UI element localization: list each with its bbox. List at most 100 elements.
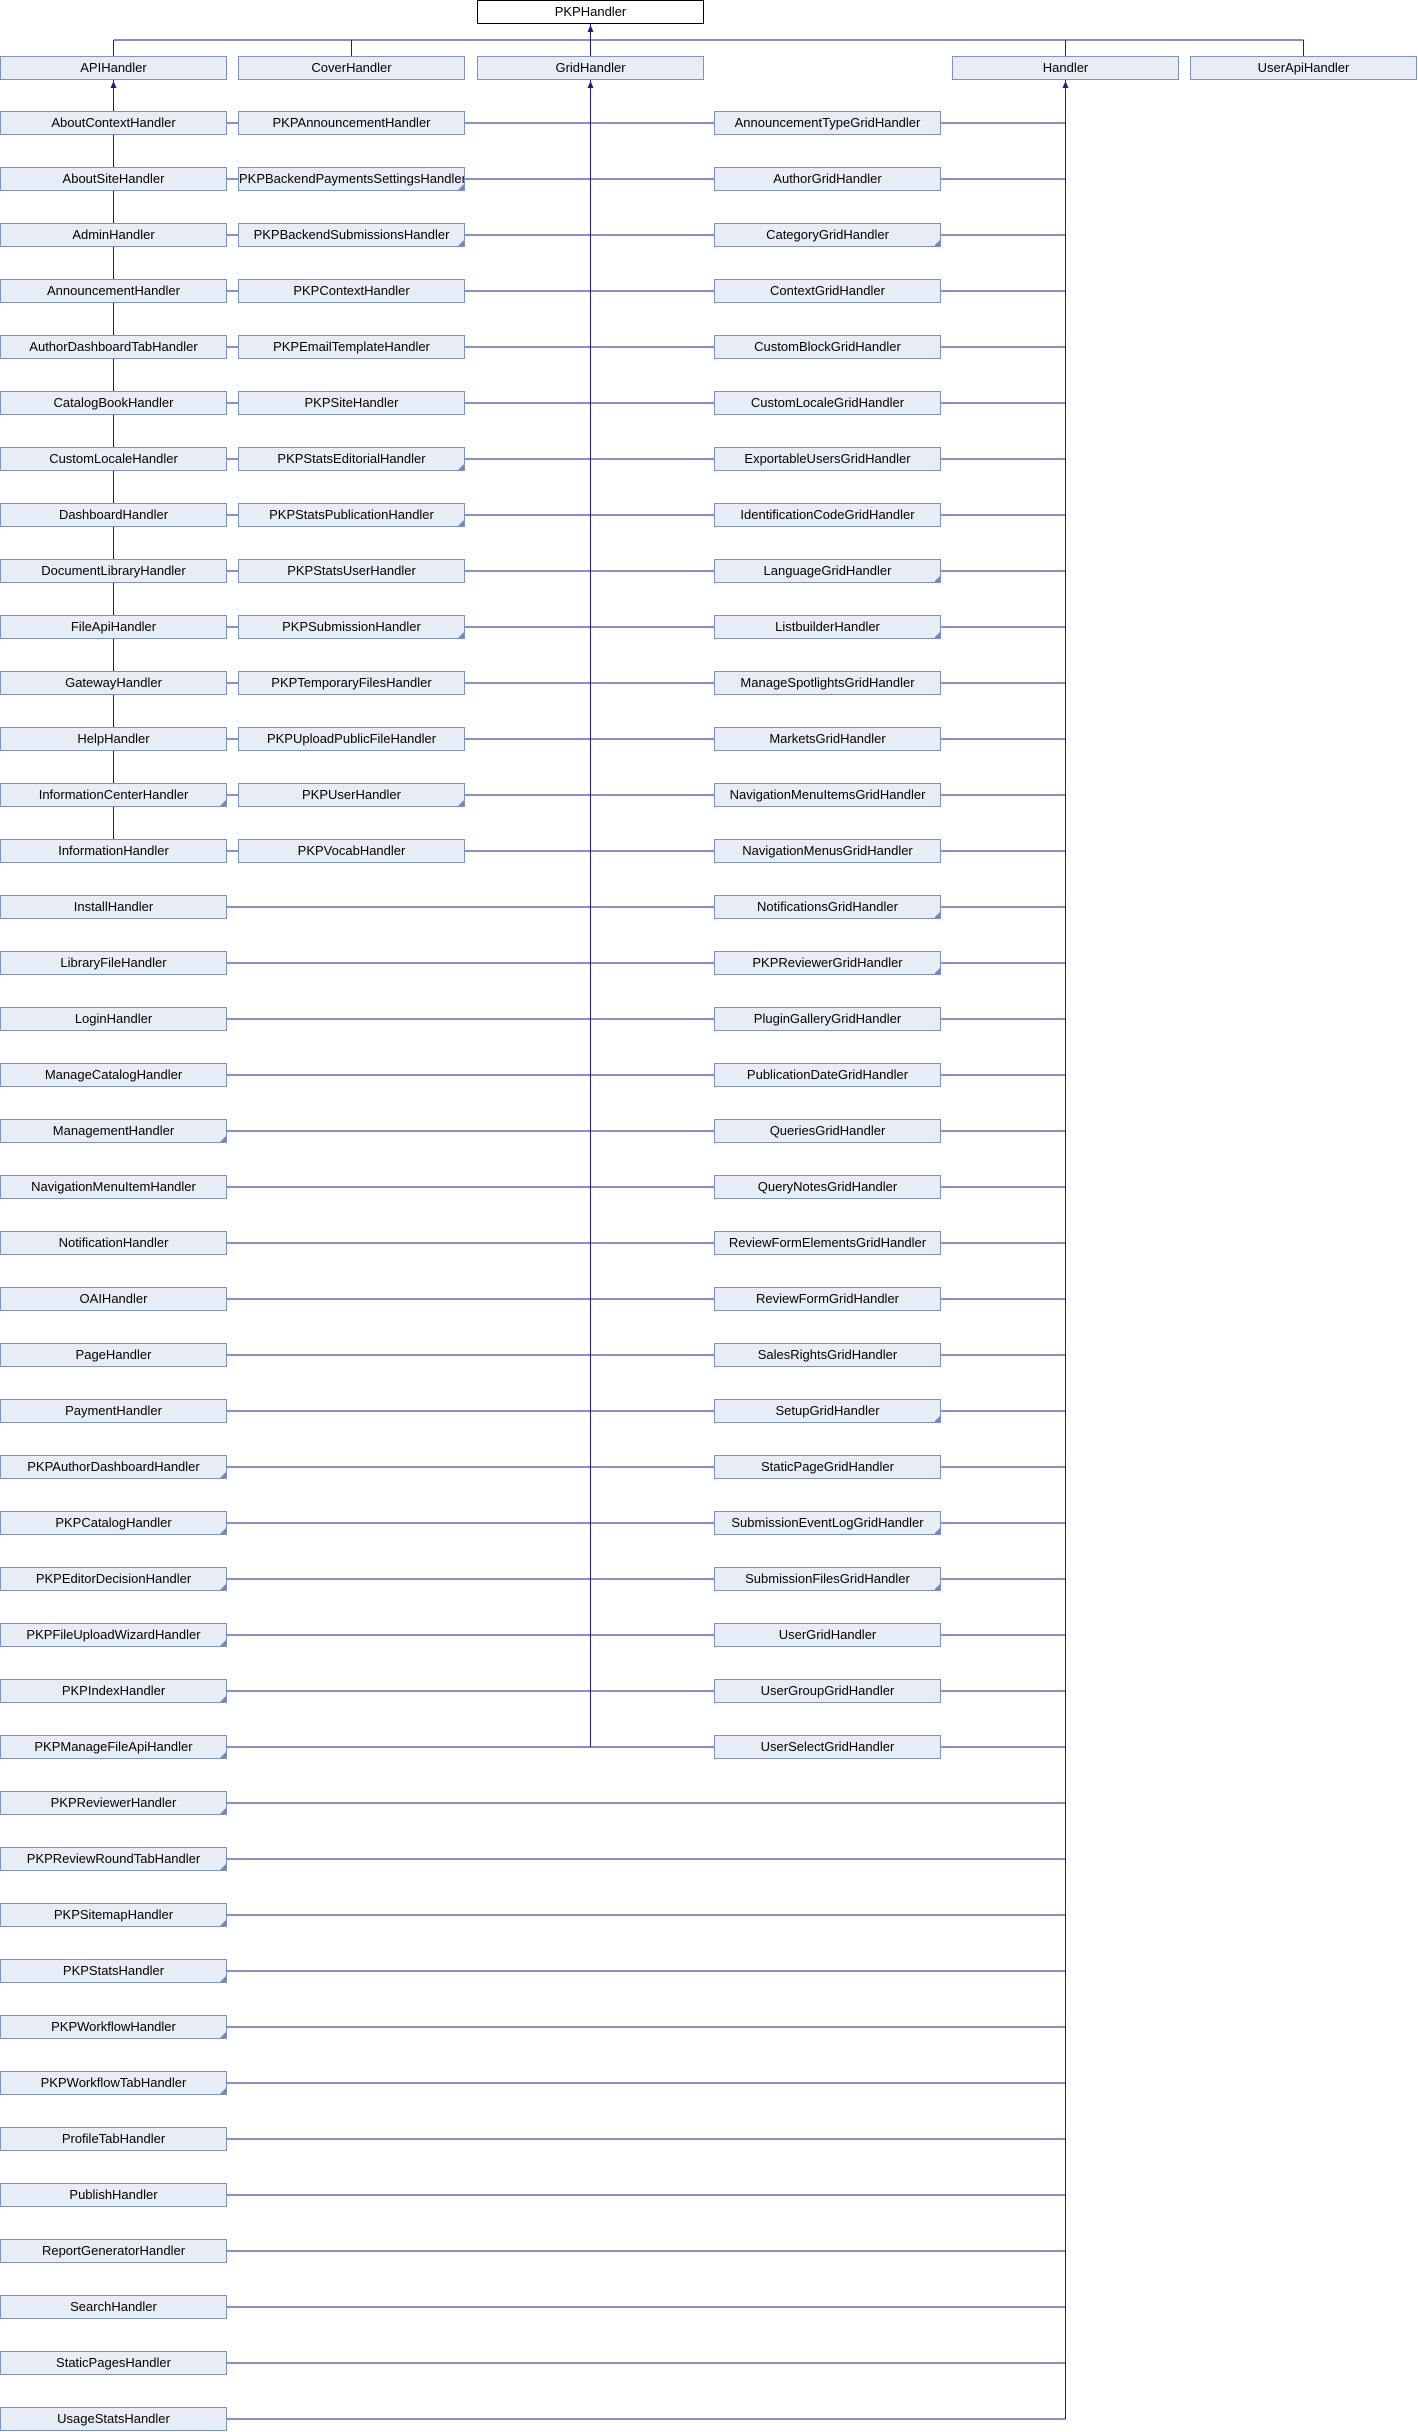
class-box-category-grid-handler[interactable]: CategoryGridHandler [714, 223, 941, 247]
class-box-information-handler[interactable]: InformationHandler [0, 839, 227, 863]
class-box-management-handler[interactable]: ManagementHandler [0, 1119, 227, 1143]
class-box-pkpstats-handler[interactable]: PKPStatsHandler [0, 1959, 227, 1983]
class-box-user-group-grid-handler[interactable]: UserGroupGridHandler [714, 1679, 941, 1703]
class-box-pkpworkflow-tab-handler[interactable]: PKPWorkflowTabHandler [0, 2071, 227, 2095]
class-box-about-site-handler[interactable]: AboutSiteHandler [0, 167, 227, 191]
class-box-custom-locale-handler[interactable]: CustomLocaleHandler [0, 447, 227, 471]
class-box-pkpbackend-submissions-handler[interactable]: PKPBackendSubmissionsHandler [238, 223, 465, 247]
collapsed-children-indicator-icon [458, 632, 464, 638]
class-box-usage-stats-handler[interactable]: UsageStatsHandler [0, 2407, 227, 2431]
class-box-pkpbackend-payments-settings-handler[interactable]: PKPBackendPaymentsSettingsHandler [238, 167, 465, 191]
class-box-dashboard-handler[interactable]: DashboardHandler [0, 503, 227, 527]
class-box-custom-block-grid-handler[interactable]: CustomBlockGridHandler [714, 335, 941, 359]
class-box-pkpreviewer-handler[interactable]: PKPReviewerHandler [0, 1791, 227, 1815]
class-box-query-notes-grid-handler[interactable]: QueryNotesGridHandler [714, 1175, 941, 1199]
class-name: Handler [1042, 60, 1089, 75]
class-name: ManagementHandler [52, 1123, 175, 1138]
class-box-pkpindex-handler[interactable]: PKPIndexHandler [0, 1679, 227, 1703]
class-box-pkpannouncement-handler[interactable]: PKPAnnouncementHandler [238, 111, 465, 135]
class-box-page-handler[interactable]: PageHandler [0, 1343, 227, 1367]
class-box-pkpemail-template-handler[interactable]: PKPEmailTemplateHandler [238, 335, 465, 359]
class-box-pkpuser-handler[interactable]: PKPUserHandler [238, 783, 465, 807]
class-box-pkpsite-handler[interactable]: PKPSiteHandler [238, 391, 465, 415]
class-box-announcement-type-grid-handler[interactable]: AnnouncementTypeGridHandler [714, 111, 941, 135]
class-box-pkphandler[interactable]: PKPHandler [477, 0, 704, 24]
class-box-pkpworkflow-handler[interactable]: PKPWorkflowHandler [0, 2015, 227, 2039]
class-name: LanguageGridHandler [763, 563, 892, 578]
class-box-manage-spotlights-grid-handler[interactable]: ManageSpotlightsGridHandler [714, 671, 941, 695]
class-box-pkpcontext-handler[interactable]: PKPContextHandler [238, 279, 465, 303]
class-box-publish-handler[interactable]: PublishHandler [0, 2183, 227, 2207]
class-box-user-api-handler[interactable]: UserApiHandler [1190, 56, 1417, 80]
class-box-information-center-handler[interactable]: InformationCenterHandler [0, 783, 227, 807]
class-box-handler[interactable]: Handler [952, 56, 1179, 80]
class-box-pkpauthor-dashboard-handler[interactable]: PKPAuthorDashboardHandler [0, 1455, 227, 1479]
class-box-review-form-grid-handler[interactable]: ReviewFormGridHandler [714, 1287, 941, 1311]
class-box-announcement-handler[interactable]: AnnouncementHandler [0, 279, 227, 303]
class-box-oaihandler[interactable]: OAIHandler [0, 1287, 227, 1311]
class-box-navigation-menus-grid-handler[interactable]: NavigationMenusGridHandler [714, 839, 941, 863]
class-box-help-handler[interactable]: HelpHandler [0, 727, 227, 751]
class-box-pkpeditor-decision-handler[interactable]: PKPEditorDecisionHandler [0, 1567, 227, 1591]
class-box-about-context-handler[interactable]: AboutContextHandler [0, 111, 227, 135]
class-box-review-form-elements-grid-handler[interactable]: ReviewFormElementsGridHandler [714, 1231, 941, 1255]
class-box-cover-handler[interactable]: CoverHandler [238, 56, 465, 80]
class-box-static-page-grid-handler[interactable]: StaticPageGridHandler [714, 1455, 941, 1479]
class-box-submission-event-log-grid-handler[interactable]: SubmissionEventLogGridHandler [714, 1511, 941, 1535]
class-box-author-grid-handler[interactable]: AuthorGridHandler [714, 167, 941, 191]
class-box-sales-rights-grid-handler[interactable]: SalesRightsGridHandler [714, 1343, 941, 1367]
collapsed-children-indicator-icon [934, 1584, 940, 1590]
class-box-pkpreview-round-tab-handler[interactable]: PKPReviewRoundTabHandler [0, 1847, 227, 1871]
class-name: QueriesGridHandler [769, 1123, 886, 1138]
class-box-static-pages-handler[interactable]: StaticPagesHandler [0, 2351, 227, 2375]
class-box-exportable-users-grid-handler[interactable]: ExportableUsersGridHandler [714, 447, 941, 471]
class-box-search-handler[interactable]: SearchHandler [0, 2295, 227, 2319]
class-name: StaticPagesHandler [56, 2355, 171, 2370]
class-box-report-generator-handler[interactable]: ReportGeneratorHandler [0, 2239, 227, 2263]
class-box-submission-files-grid-handler[interactable]: SubmissionFilesGridHandler [714, 1567, 941, 1591]
class-box-file-api-handler[interactable]: FileApiHandler [0, 615, 227, 639]
class-box-pkpstats-publication-handler[interactable]: PKPStatsPublicationHandler [238, 503, 465, 527]
class-box-user-select-grid-handler[interactable]: UserSelectGridHandler [714, 1735, 941, 1759]
class-box-identification-code-grid-handler[interactable]: IdentificationCodeGridHandler [714, 503, 941, 527]
class-box-pkpstats-editorial-handler[interactable]: PKPStatsEditorialHandler [238, 447, 465, 471]
class-box-pkpcatalog-handler[interactable]: PKPCatalogHandler [0, 1511, 227, 1535]
class-box-manage-catalog-handler[interactable]: ManageCatalogHandler [0, 1063, 227, 1087]
class-box-markets-grid-handler[interactable]: MarketsGridHandler [714, 727, 941, 751]
class-box-navigation-menu-item-handler[interactable]: NavigationMenuItemHandler [0, 1175, 227, 1199]
class-box-setup-grid-handler[interactable]: SetupGridHandler [714, 1399, 941, 1423]
class-box-document-library-handler[interactable]: DocumentLibraryHandler [0, 559, 227, 583]
class-box-grid-handler[interactable]: GridHandler [477, 56, 704, 80]
class-box-pkpfile-upload-wizard-handler[interactable]: PKPFileUploadWizardHandler [0, 1623, 227, 1647]
class-box-pkpvocab-handler[interactable]: PKPVocabHandler [238, 839, 465, 863]
class-box-author-dashboard-tab-handler[interactable]: AuthorDashboardTabHandler [0, 335, 227, 359]
class-box-library-file-handler[interactable]: LibraryFileHandler [0, 951, 227, 975]
class-box-install-handler[interactable]: InstallHandler [0, 895, 227, 919]
class-box-pkpupload-public-file-handler[interactable]: PKPUploadPublicFileHandler [238, 727, 465, 751]
class-box-login-handler[interactable]: LoginHandler [0, 1007, 227, 1031]
class-box-admin-handler[interactable]: AdminHandler [0, 223, 227, 247]
class-box-pkptemporary-files-handler[interactable]: PKPTemporaryFilesHandler [238, 671, 465, 695]
class-box-custom-locale-grid-handler[interactable]: CustomLocaleGridHandler [714, 391, 941, 415]
class-box-context-grid-handler[interactable]: ContextGridHandler [714, 279, 941, 303]
class-box-navigation-menu-items-grid-handler[interactable]: NavigationMenuItemsGridHandler [714, 783, 941, 807]
class-box-notification-handler[interactable]: NotificationHandler [0, 1231, 227, 1255]
class-box-user-grid-handler[interactable]: UserGridHandler [714, 1623, 941, 1647]
class-box-publication-date-grid-handler[interactable]: PublicationDateGridHandler [714, 1063, 941, 1087]
class-box-pkpreviewer-grid-handler[interactable]: PKPReviewerGridHandler [714, 951, 941, 975]
class-box-listbuilder-handler[interactable]: ListbuilderHandler [714, 615, 941, 639]
class-box-gateway-handler[interactable]: GatewayHandler [0, 671, 227, 695]
class-box-pkpmanage-file-api-handler[interactable]: PKPManageFileApiHandler [0, 1735, 227, 1759]
class-box-notifications-grid-handler[interactable]: NotificationsGridHandler [714, 895, 941, 919]
class-box-profile-tab-handler[interactable]: ProfileTabHandler [0, 2127, 227, 2151]
class-box-pkpsitemap-handler[interactable]: PKPSitemapHandler [0, 1903, 227, 1927]
class-box-pkpstats-user-handler[interactable]: PKPStatsUserHandler [238, 559, 465, 583]
class-box-pkpsubmission-handler[interactable]: PKPSubmissionHandler [238, 615, 465, 639]
class-box-plugin-gallery-grid-handler[interactable]: PluginGalleryGridHandler [714, 1007, 941, 1031]
class-box-language-grid-handler[interactable]: LanguageGridHandler [714, 559, 941, 583]
class-box-payment-handler[interactable]: PaymentHandler [0, 1399, 227, 1423]
collapsed-children-indicator-icon [220, 1472, 226, 1478]
class-box-apihandler[interactable]: APIHandler [0, 56, 227, 80]
class-box-catalog-book-handler[interactable]: CatalogBookHandler [0, 391, 227, 415]
class-box-queries-grid-handler[interactable]: QueriesGridHandler [714, 1119, 941, 1143]
